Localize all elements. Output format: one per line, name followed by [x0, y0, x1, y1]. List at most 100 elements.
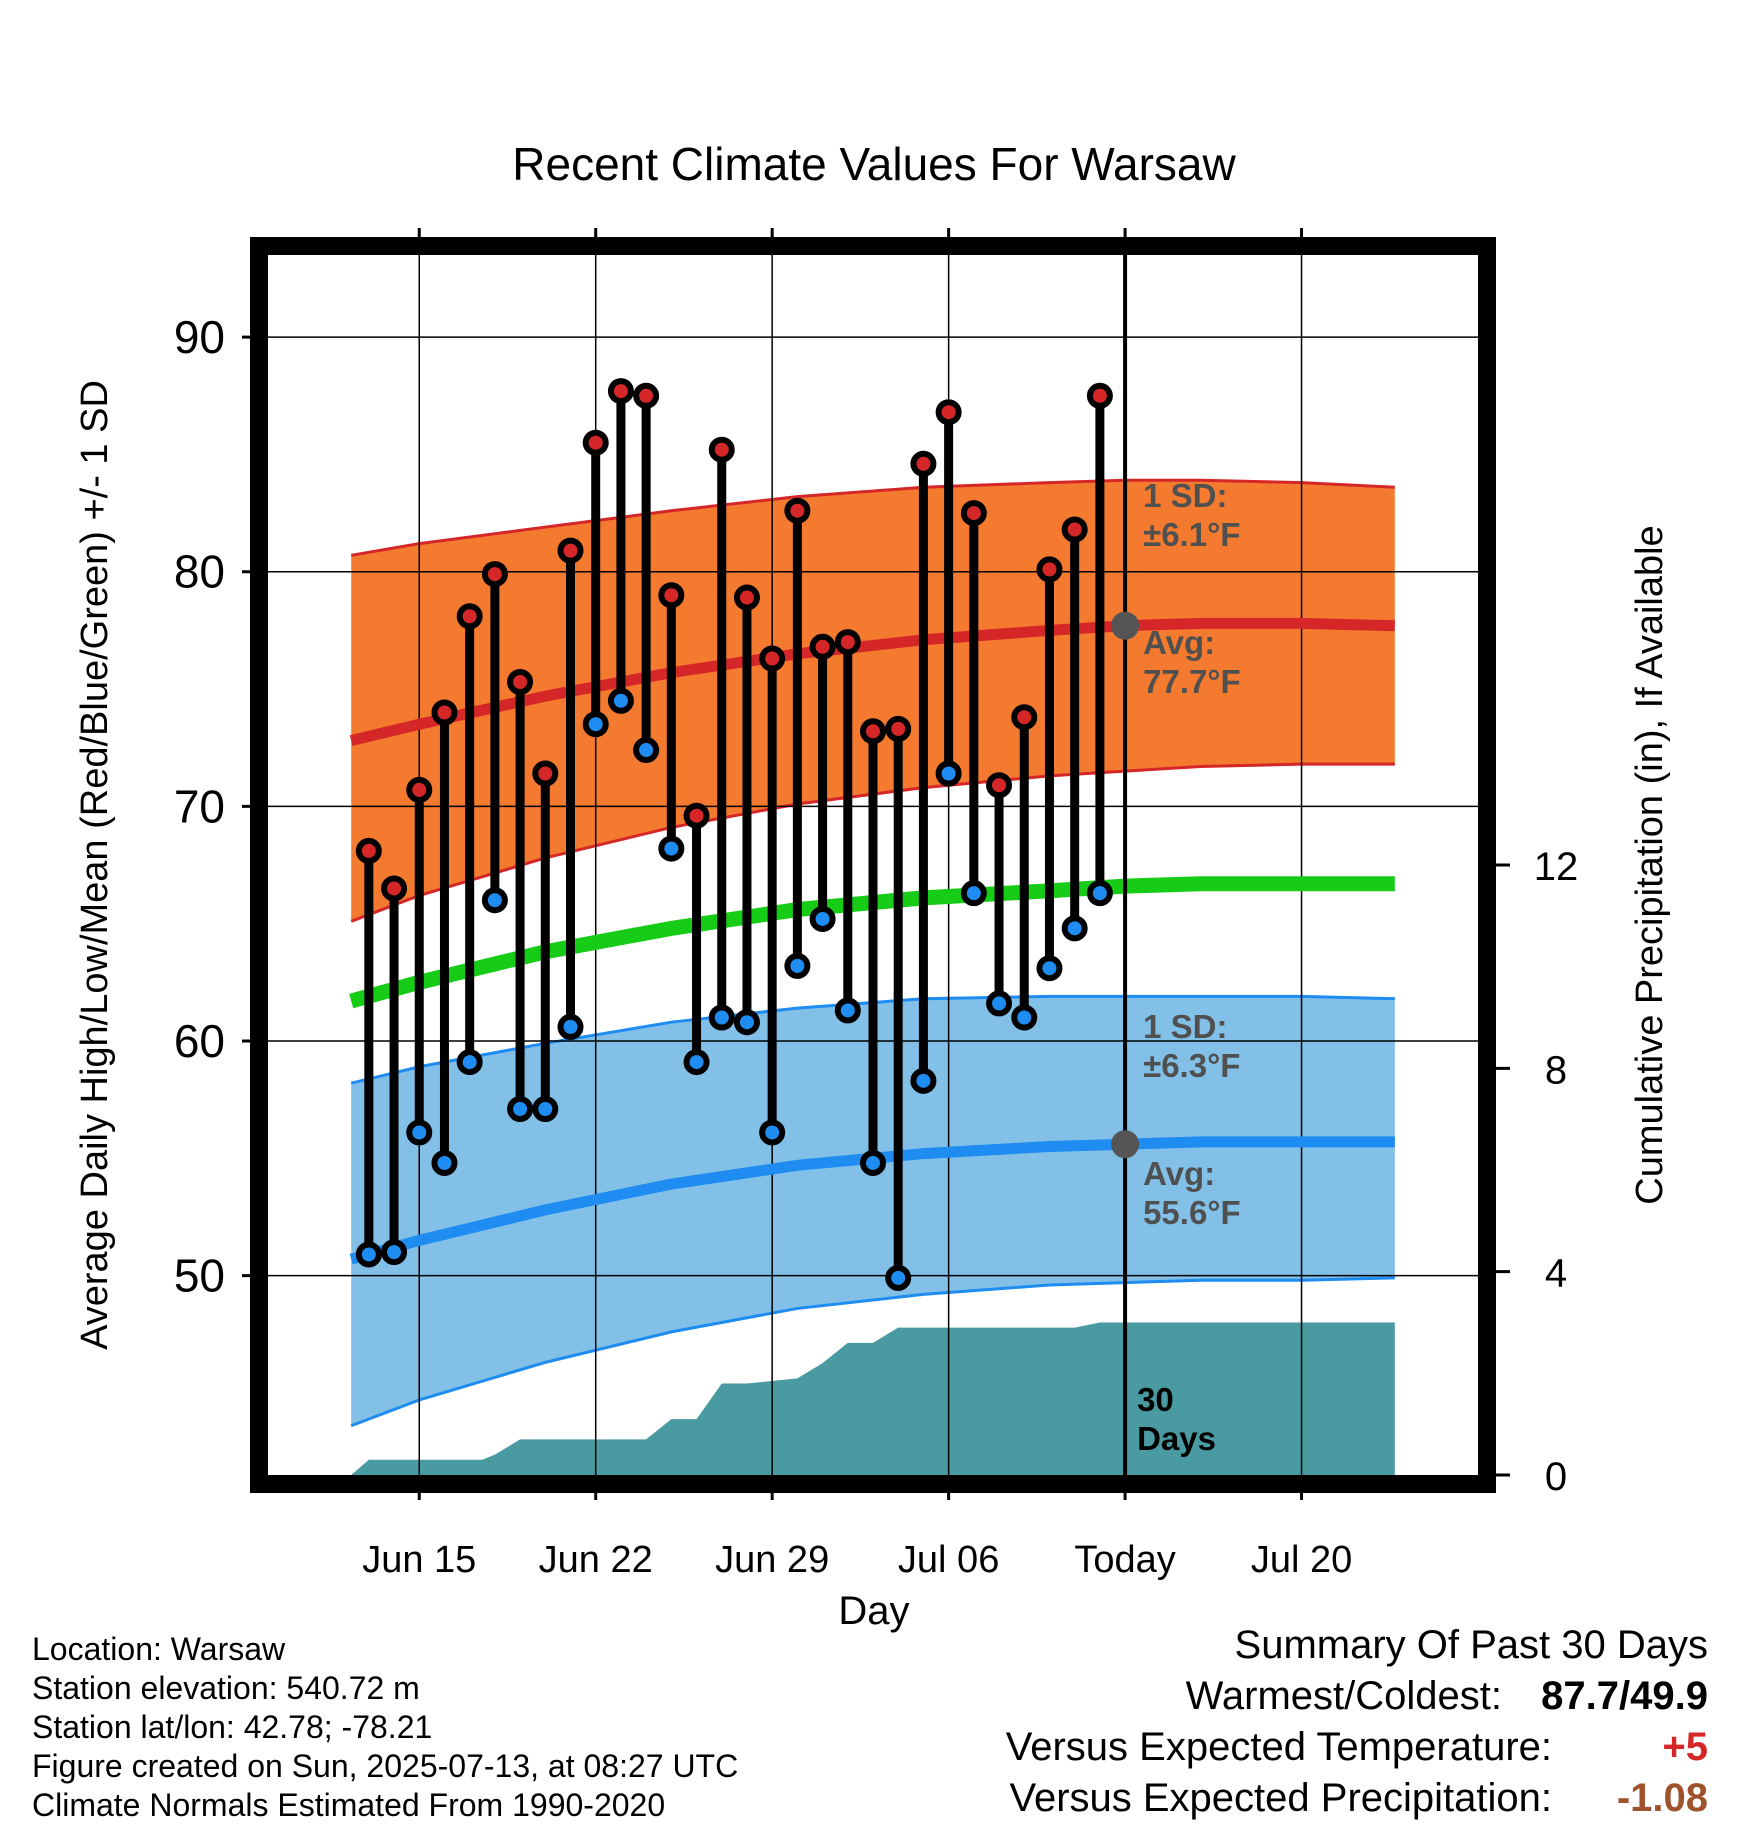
- daily-low-point: [431, 1149, 458, 1176]
- low-sd-band-lower-edge: [350, 1276, 1395, 1428]
- precip-anomaly-value: -1.08: [1616, 1776, 1708, 1820]
- daily-low-point: [759, 1119, 786, 1146]
- daily-low-point: [860, 1149, 886, 1176]
- daily-high-point: [708, 436, 735, 463]
- daily-high-point: [532, 760, 559, 787]
- daily-high-point: [885, 715, 912, 742]
- y2-tick-label: 8: [1545, 1048, 1567, 1092]
- daily-high-point: [834, 629, 861, 656]
- daily-high-point: [507, 669, 534, 695]
- daily-high-point: [406, 776, 433, 803]
- daily-high-point: [759, 645, 786, 672]
- temp-anomaly-label: Versus Expected Temperature:: [1005, 1725, 1552, 1769]
- station-info: Location: Warsaw Station elevation: 540.…: [32, 1630, 738, 1825]
- daily-low-point: [456, 1049, 483, 1076]
- daily-low-point: [784, 952, 811, 979]
- daily-low-point: [481, 887, 508, 914]
- x-tick-label: Jun 22: [539, 1539, 653, 1581]
- y-axis-label: Average Daily High/Low/Mean (Red/Blue/Gr…: [74, 380, 116, 1350]
- daily-low-point: [658, 835, 685, 862]
- daily-high-point: [809, 633, 836, 660]
- daily-high-point: [910, 450, 937, 477]
- daily-low-point: [532, 1096, 559, 1122]
- y-tick-label: 70: [174, 780, 225, 832]
- daily-low-point: [557, 1013, 584, 1040]
- daily-high-point: [784, 497, 811, 524]
- daily-high-point: [733, 584, 760, 611]
- low-sd-band: [351, 996, 1395, 1426]
- daily-low-point: [733, 1009, 760, 1036]
- y-tick-label: 90: [174, 311, 225, 363]
- daily-high-point: [633, 382, 660, 409]
- temp-anomaly-value: +5: [1662, 1725, 1708, 1769]
- chart-title: Recent Climate Values For Warsaw: [512, 138, 1236, 190]
- daily-high-point: [607, 378, 634, 405]
- daily-high-point: [431, 699, 458, 726]
- daily-high-point: [658, 582, 685, 609]
- low-average-annotation: Avg: 55.6°F: [1143, 1155, 1241, 1231]
- x-tick-label: Jun 15: [362, 1539, 476, 1581]
- x-tick-label: Jul 20: [1251, 1539, 1352, 1581]
- x-tick-label: Jul 06: [898, 1539, 999, 1581]
- daily-low-point: [1011, 1004, 1038, 1031]
- today-high-average-marker: [1111, 611, 1140, 640]
- daily-high-point: [1036, 556, 1063, 583]
- daily-low-point: [960, 880, 987, 907]
- location-text: Location: Warsaw: [32, 1631, 286, 1667]
- daily-high-point: [355, 837, 382, 864]
- daily-high-point: [986, 772, 1013, 799]
- daily-high-point: [1086, 382, 1113, 409]
- daily-low-point: [507, 1096, 534, 1122]
- created-text: Figure created on Sun, 2025-07-13, at 08…: [32, 1748, 739, 1784]
- daily-low-point: [986, 990, 1013, 1017]
- daily-high-point: [557, 537, 584, 564]
- daily-low-point: [910, 1067, 937, 1094]
- x-tick-label: Today: [1074, 1539, 1175, 1581]
- daily-low-point: [809, 905, 836, 932]
- precip-anomaly-label: Versus Expected Precipitation:: [1009, 1776, 1552, 1820]
- y-tick-label: 50: [174, 1250, 225, 1302]
- high-sd-annotation: 1 SD: ±6.1°F: [1143, 477, 1240, 553]
- daily-low-point: [633, 737, 660, 764]
- daily-high-point: [1011, 704, 1038, 731]
- daily-low-point: [1061, 915, 1088, 942]
- daily-high-point: [860, 718, 886, 745]
- daily-high-point: [456, 603, 483, 630]
- y-tick-label: 80: [174, 546, 225, 598]
- daily-low-point: [683, 1049, 710, 1076]
- daily-low-point: [607, 687, 634, 714]
- daily-high-point: [935, 399, 962, 426]
- daily-high-point: [960, 500, 987, 527]
- daily-low-point: [935, 760, 962, 787]
- daily-high-point: [683, 802, 710, 829]
- y2-axis-label: Cumulative Precipitation (in), If Availa…: [1629, 525, 1671, 1204]
- daily-low-point: [406, 1119, 433, 1146]
- daily-low-point: [355, 1241, 382, 1268]
- daily-low-point: [885, 1264, 912, 1291]
- x-axis-label: Day: [838, 1589, 909, 1633]
- y-tick-label: 60: [174, 1015, 225, 1067]
- low-average-line: [349, 1136, 1395, 1265]
- today-low-average-marker: [1111, 1130, 1140, 1159]
- daily-low-point: [582, 711, 609, 738]
- high-average-annotation: Avg: 77.7°F: [1143, 624, 1241, 700]
- daily-low-point: [834, 997, 861, 1024]
- y2-tick-label: 0: [1545, 1455, 1567, 1499]
- precipitation-area: [351, 1322, 1395, 1475]
- daily-low-point: [1086, 880, 1113, 907]
- elevation-text: Station elevation: 540.72 m: [32, 1670, 420, 1706]
- summary-title: Summary Of Past 30 Days: [1234, 1623, 1708, 1667]
- daily-high-point: [481, 561, 508, 588]
- daily-high-point: [582, 429, 609, 456]
- daily-low-point: [708, 1004, 735, 1031]
- daily-low-point: [381, 1239, 408, 1266]
- today-window-label: 30 Days: [1137, 1381, 1216, 1457]
- y2-tick-label: 4: [1545, 1252, 1567, 1296]
- high-sd-band: [351, 480, 1395, 922]
- x-tick-label: Jun 29: [715, 1539, 829, 1581]
- daily-high-point: [1061, 516, 1088, 543]
- latlon-text: Station lat/lon: 42.78; -78.21: [32, 1709, 433, 1745]
- warmest-label: Warmest/Coldest:: [1185, 1674, 1502, 1718]
- daily-low-point: [1036, 955, 1063, 982]
